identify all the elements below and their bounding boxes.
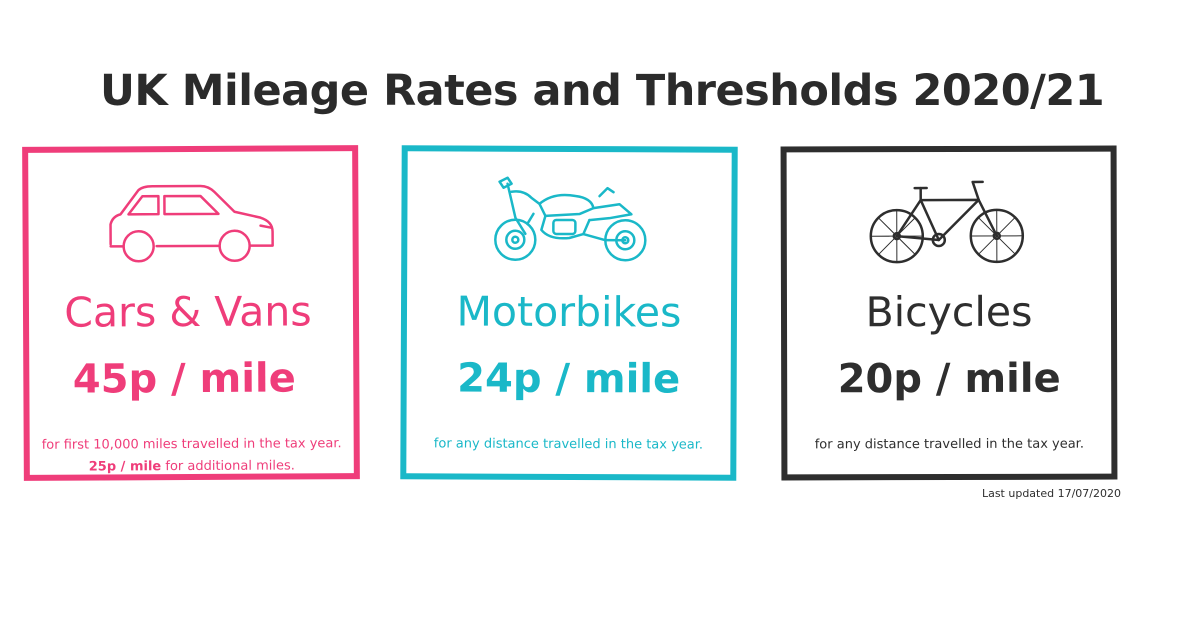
vehicle-label: Motorbikes: [456, 287, 682, 337]
rate-note-line: for any distance travelled in the tax ye…: [814, 436, 1084, 453]
last-updated: Last updated 17/07/2020: [981, 487, 1121, 500]
card-bicycles: Bicycles 20p / mile for any distance tra…: [780, 145, 1118, 481]
card-cars-vans: Cars & Vans 45p / mile for first 10,000 …: [22, 145, 360, 481]
vehicle-label: Cars & Vans: [64, 287, 312, 337]
rate-note-line: for first 10,000 miles travelled in the …: [41, 436, 342, 453]
page-title: UK Mileage Rates and Thresholds 2020/21: [100, 66, 1105, 116]
mileage-rate: 45p / mile: [72, 355, 296, 403]
rate-note-line: for any distance travelled in the tax ye…: [433, 436, 704, 453]
additional-rate-text: for additional miles.: [161, 458, 295, 475]
mileage-rate: 20p / mile: [837, 355, 1061, 403]
additional-rate: 25p / mile: [88, 459, 162, 475]
rate-note: for any distance travelled in the tax ye…: [787, 434, 1111, 457]
rate-note: for first 10,000 miles travelled in the …: [30, 433, 354, 479]
car-icon: [28, 173, 352, 271]
bicycle-icon: [787, 174, 1111, 271]
rate-note: for any distance travelled in the tax ye…: [406, 433, 730, 456]
motorbike-icon: [407, 173, 731, 270]
rate-note-line: 25p / mile for additional miles.: [30, 455, 354, 479]
card-motorbikes: Motorbikes 24p / mile for any distance t…: [400, 145, 738, 481]
vehicle-label: Bicycles: [865, 287, 1033, 337]
mileage-rate: 24p / mile: [457, 355, 681, 403]
